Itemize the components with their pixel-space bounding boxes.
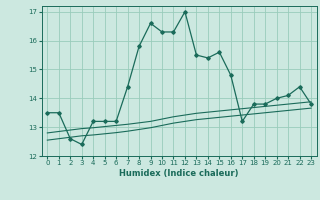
X-axis label: Humidex (Indice chaleur): Humidex (Indice chaleur) (119, 169, 239, 178)
